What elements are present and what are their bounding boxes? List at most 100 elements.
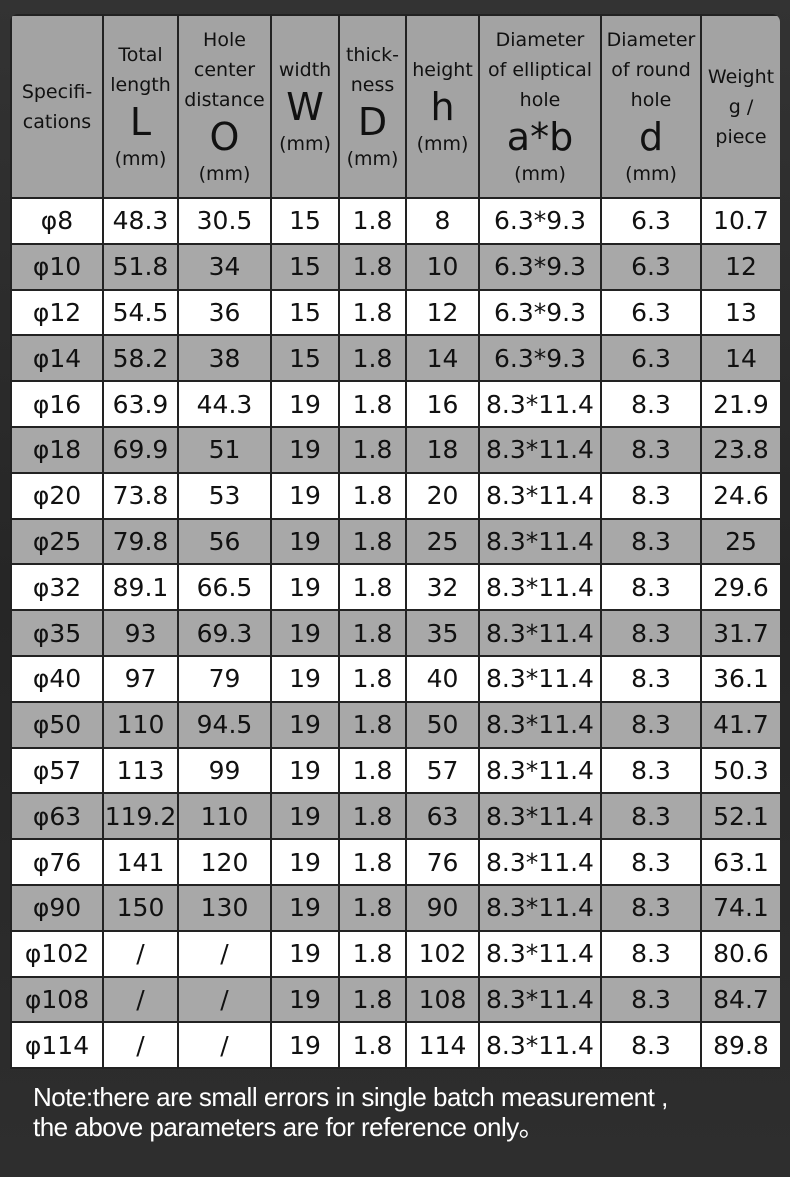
table-cell: φ50 [10, 700, 104, 749]
column-unit: (mm) [198, 162, 251, 185]
table-cell: φ10 [10, 242, 104, 291]
table-cell: 6.3*9.3 [478, 334, 602, 383]
table-cell: φ114 [10, 1021, 104, 1070]
table-cell: 8.3*11.4 [478, 517, 602, 566]
table-cell: 8.3 [600, 425, 702, 474]
table-cell: 25 [700, 517, 780, 566]
table-cell: 19 [270, 792, 340, 841]
table-cell: 1.8 [338, 563, 407, 612]
table-cell: 8.3 [600, 792, 702, 841]
table-cell: 80.6 [700, 929, 780, 978]
table-cell: φ40 [10, 654, 104, 703]
table-cell: 34 [177, 242, 272, 291]
spec-table: Specifi- cations Total length L (mm) Hole ce… [10, 14, 780, 1070]
table-cell: 130 [177, 883, 272, 932]
table-row: φ25 79.8 56 19 1.8 25 8.3*11.4 8.3 25 [10, 517, 780, 566]
column-symbol: W [286, 84, 324, 129]
column-label: thick- ness [345, 43, 400, 96]
table-cell: φ35 [10, 609, 104, 657]
table-cell: φ20 [10, 471, 104, 520]
table-cell: 18 [405, 425, 480, 474]
column-symbol: d [638, 114, 664, 159]
table-cell: 1.8 [338, 792, 407, 841]
table-cell: 8.3 [600, 609, 702, 657]
column-label: Diameter of elliptical hole [487, 28, 593, 111]
table-cell: φ16 [10, 380, 104, 428]
table-cell: 110 [177, 792, 272, 841]
table-row: φ20 73.8 53 19 1.8 20 8.3*11.4 8.3 24.6 [10, 471, 780, 520]
table-cell: 19 [270, 746, 340, 795]
table-cell: 30.5 [177, 197, 272, 245]
column-symbol: h [430, 84, 455, 129]
table-cell: 10.7 [700, 197, 780, 245]
table-cell: 1.8 [338, 929, 407, 978]
table-cell: φ25 [10, 517, 104, 566]
table-cell: 14 [700, 334, 780, 383]
column-symbol: L [129, 99, 152, 144]
table-cell: 1.8 [338, 654, 407, 703]
table-cell: 8.3*11.4 [478, 471, 602, 520]
table-cell: 6.3 [600, 334, 702, 383]
table-row: φ63 119.2 110 19 1.8 63 8.3*11.4 8.3 52.1 [10, 792, 780, 841]
table-cell: 8.3*11.4 [478, 563, 602, 612]
table-cell: 32 [405, 563, 480, 612]
column-label: Diameter of round hole [606, 28, 696, 111]
table-cell: 1.8 [338, 380, 407, 428]
table-cell: 19 [270, 975, 340, 1024]
table-cell: / [102, 975, 179, 1024]
table-cell: 8.3 [600, 471, 702, 520]
table-cell: 74.1 [700, 883, 780, 932]
column-header: Specifi- cations [10, 14, 104, 199]
table-cell: 31.7 [700, 609, 780, 657]
table-cell: 36 [177, 288, 272, 337]
table-cell: 15 [270, 242, 340, 291]
table-cell: 97 [102, 654, 179, 703]
table-cell: φ18 [10, 425, 104, 474]
table-cell: 23.8 [700, 425, 780, 474]
table-cell: 24.6 [700, 471, 780, 520]
table-cell: φ76 [10, 838, 104, 886]
table-cell: / [102, 1021, 179, 1070]
table-cell: 6.3 [600, 242, 702, 291]
table-cell: 10 [405, 242, 480, 291]
table-cell: 15 [270, 197, 340, 245]
table-cell: 19 [270, 1021, 340, 1070]
table-cell: 25 [405, 517, 480, 566]
column-symbol: a*b [506, 114, 574, 159]
table-cell: 51 [177, 425, 272, 474]
table-cell: 35 [405, 609, 480, 657]
table-row: φ12 54.5 36 15 1.8 12 6.3*9.3 6.3 13 [10, 288, 780, 337]
column-unit: (mm) [346, 147, 399, 170]
table-row: φ40 97 79 19 1.8 40 8.3*11.4 8.3 36.1 [10, 654, 780, 703]
table-row: φ102//19 1.8 102 8.3*11.4 8.3 80.6 [10, 929, 780, 978]
table-cell: 20 [405, 471, 480, 520]
table-cell: 66.5 [177, 563, 272, 612]
table-cell: 51.8 [102, 242, 179, 291]
table-cell: 19 [270, 883, 340, 932]
table-cell: 8.3*11.4 [478, 654, 602, 703]
table-cell: 150 [102, 883, 179, 932]
table-cell: 1.8 [338, 975, 407, 1024]
table-cell: 8.3 [600, 517, 702, 566]
table-cell: 12 [700, 242, 780, 291]
column-header: Diameter of elliptical hole a*b (mm) [478, 14, 602, 199]
table-cell: φ90 [10, 883, 104, 932]
table-cell: 99 [177, 746, 272, 795]
column-header: height h (mm) [405, 14, 480, 199]
column-unit: (mm) [514, 162, 566, 185]
table-row: φ57 113 99 19 1.8 57 8.3*11.4 8.3 50.3 [10, 746, 780, 795]
table-cell: 69.9 [102, 425, 179, 474]
column-label: Specifi- cations [21, 80, 93, 133]
table-cell: 94.5 [177, 700, 272, 749]
table-cell: 8.3 [600, 700, 702, 749]
table-cell: φ102 [10, 929, 104, 978]
table-cell: 1.8 [338, 700, 407, 749]
table-cell: 1.8 [338, 746, 407, 795]
table-cell: 89.8 [700, 1021, 780, 1070]
table-cell: 36.1 [700, 654, 780, 703]
table-cell: 73.8 [102, 471, 179, 520]
table-row: φ10 51.8 34 15 1.8 10 6.3*9.3 6.3 12 [10, 242, 780, 291]
table-cell: 1.8 [338, 471, 407, 520]
table-cell: 8.3 [600, 563, 702, 612]
table-cell: 57 [405, 746, 480, 795]
